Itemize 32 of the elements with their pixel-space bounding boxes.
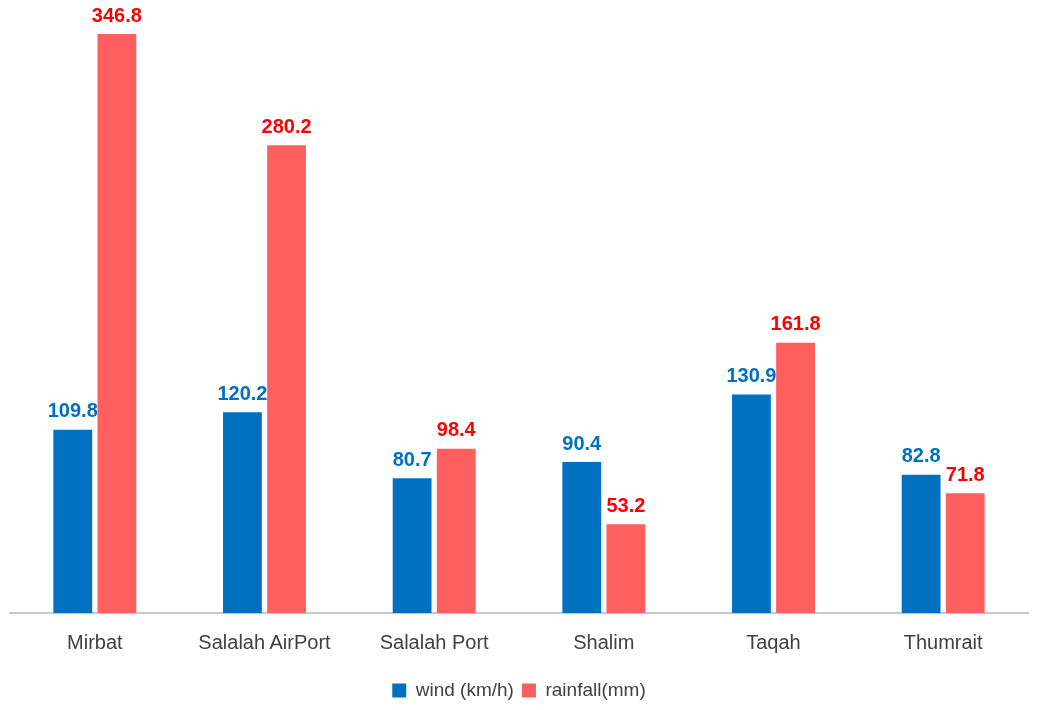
x-tick-label: Taqah bbox=[746, 630, 801, 653]
bar bbox=[53, 429, 93, 613]
data-label: 280.2 bbox=[261, 114, 312, 137]
data-label: 90.4 bbox=[562, 431, 603, 454]
bar bbox=[606, 524, 646, 613]
bar bbox=[392, 478, 432, 613]
data-label: 109.8 bbox=[47, 399, 98, 422]
x-tick-label: Mirbat bbox=[67, 630, 124, 653]
bar bbox=[223, 412, 262, 613]
data-label: 80.7 bbox=[392, 447, 432, 470]
bar bbox=[562, 462, 602, 613]
data-label: 82.8 bbox=[901, 444, 941, 467]
x-tick-label: Shalim bbox=[573, 630, 635, 653]
bar bbox=[732, 394, 771, 613]
bar bbox=[97, 34, 137, 613]
bar bbox=[267, 145, 306, 613]
data-label: 71.8 bbox=[945, 462, 985, 485]
legend-label: wind (km/h) bbox=[414, 678, 514, 700]
x-tick-label: Thumrait bbox=[903, 630, 984, 653]
data-label: 130.9 bbox=[726, 363, 777, 386]
bar bbox=[776, 342, 815, 613]
data-label: 346.8 bbox=[91, 3, 142, 26]
x-tick-label: Salalah Port bbox=[379, 630, 490, 653]
bar bbox=[901, 474, 941, 613]
bar bbox=[436, 448, 476, 613]
bar bbox=[945, 493, 985, 613]
x-tick-label: Salalah AirPort bbox=[198, 630, 332, 653]
data-label: 161.8 bbox=[770, 312, 821, 335]
data-label: 98.4 bbox=[436, 418, 477, 441]
data-label: 53.2 bbox=[606, 493, 646, 516]
legend-label: rainfall(mm) bbox=[545, 678, 646, 700]
data-label: 120.2 bbox=[217, 381, 268, 404]
